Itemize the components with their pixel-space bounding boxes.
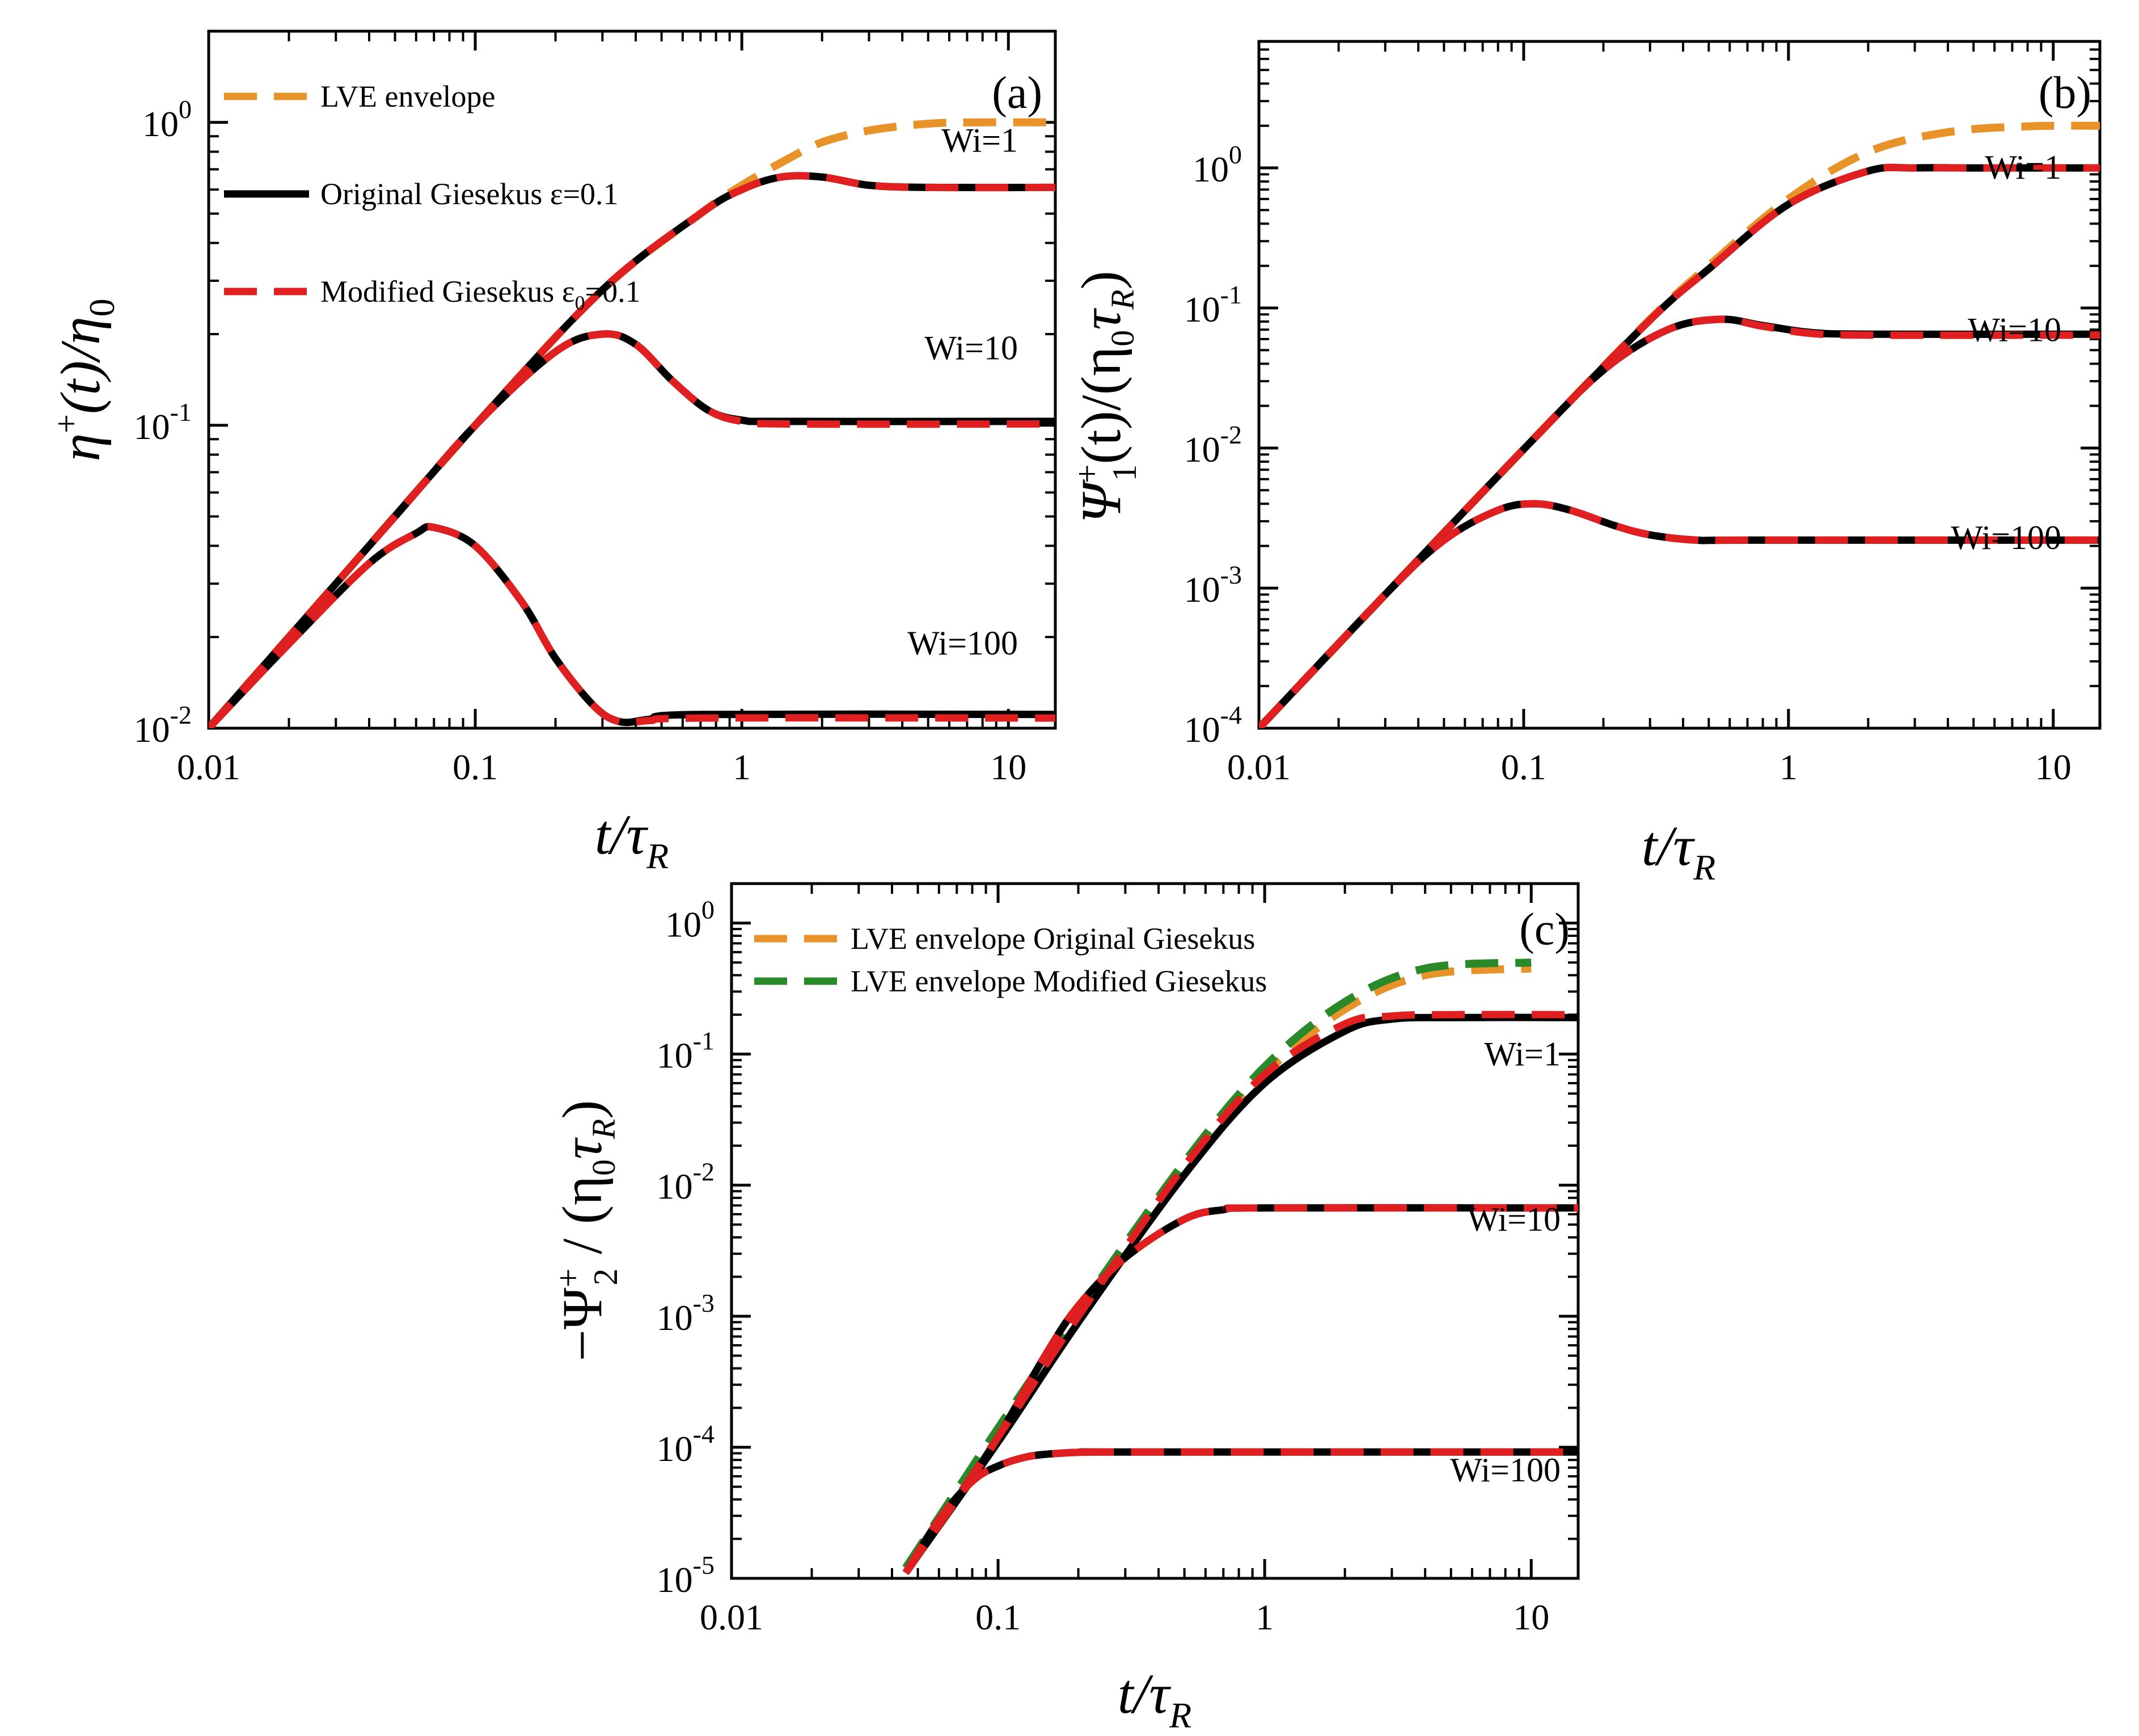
series-line-modified-giesekus-0-0-1-wi-10 — [902, 1204, 1578, 1576]
series-group-c — [902, 958, 1578, 1576]
curve-annotation: Wi=10 — [924, 330, 1018, 367]
curve-annotation: Wi=100 — [907, 624, 1018, 662]
x-tick-label: 0.01 — [700, 1597, 763, 1637]
series-line-modified-giesekus-0-0-1-wi-10 — [209, 330, 1055, 728]
legend-label: LVE envelope — [320, 79, 495, 113]
panel-a: 0.01 0.1 1 10 10-2 10-1 100 Wi=1 Wi=10 Wi=100 LV… — [48, 29, 1057, 876]
y-axis-title-c: −Ψ+2 / (η0τR) — [549, 1100, 624, 1362]
curve-annotation: Wi=1 — [1484, 1036, 1561, 1073]
y-tick-label: 10-2 — [1184, 420, 1242, 470]
y-tick-label: 10-1 — [134, 398, 192, 447]
x-tick-label: 0.1 — [453, 747, 498, 787]
curve-annotation: Wi=1 — [1985, 149, 2061, 186]
plot-frame-a — [207, 29, 1057, 730]
legend-label: Modified Giesekus ε0=0.1 — [320, 274, 641, 314]
legend-label: LVE envelope Original Giesekus — [851, 922, 1255, 956]
x-tick-label: 1 — [1255, 1597, 1274, 1637]
legend-label: LVE envelope Modified Giesekus — [851, 964, 1267, 998]
series-line-modified-giesekus-0-0-1-wi-100 — [209, 523, 1055, 728]
y-tick-label: 10-2 — [657, 1158, 715, 1207]
series-group-b — [1259, 121, 2100, 728]
x-tick-label: 10 — [2035, 747, 2072, 787]
series-line-modified-giesekus-0-0-1-wi-100 — [1259, 500, 2100, 728]
x-tick-label: 1 — [1779, 747, 1798, 787]
panel-label-b: (b) — [2039, 68, 2091, 118]
x-tick-label: 10 — [1513, 1597, 1549, 1637]
y-tick-label: 10-1 — [1184, 280, 1242, 330]
legend-c: LVE envelope Original Giesekus LVE envelo… — [754, 922, 1267, 998]
x-tick-label: 0.01 — [1227, 747, 1291, 787]
annotations-c: Wi=1 Wi=10 Wi=100 — [1450, 1036, 1561, 1489]
y-tick-label: 100 — [1193, 140, 1242, 189]
plot-frame-b — [1257, 40, 2102, 730]
axes-ticks-b: 0.01 0.1 1 10 10-4 10-3 10-2 10-1 100 — [1184, 41, 2100, 787]
panel-label-c: (c) — [1519, 905, 1570, 954]
x-tick-label: 0.1 — [975, 1597, 1021, 1637]
y-tick-label: 10-5 — [657, 1551, 715, 1600]
y-tick-label: 10-3 — [657, 1289, 715, 1338]
series-group-a — [209, 118, 1055, 728]
y-tick-label: 10-4 — [657, 1420, 715, 1469]
plot-frame-c — [730, 882, 1580, 1580]
x-tick-label: 0.01 — [177, 747, 240, 787]
x-axis-title-c: t/τR — [1118, 1662, 1191, 1735]
y-tick-label: 10-4 — [1184, 700, 1242, 750]
x-axis-title-b: t/τR — [1642, 814, 1715, 888]
y-tick-label: 10-2 — [134, 700, 192, 750]
curve-annotation: Wi=100 — [1450, 1451, 1561, 1489]
panel-label-a: (a) — [992, 68, 1042, 118]
x-tick-label: 1 — [733, 747, 751, 787]
x-axis-title-a: t/τR — [595, 803, 669, 876]
y-tick-label: 100 — [665, 896, 715, 945]
curve-annotation: Wi=100 — [1951, 519, 2061, 556]
legend-label: Original Giesekus ε=0.1 — [320, 177, 619, 211]
curve-annotation: Wi=10 — [1467, 1201, 1561, 1238]
y-axis-title-b: Ψ+1(t)/(η0τR) — [1068, 271, 1143, 523]
y-tick-label: 10-1 — [657, 1027, 715, 1076]
x-tick-label: 0.1 — [1501, 747, 1546, 787]
y-tick-label: 10-3 — [1184, 560, 1242, 610]
annotations-a: Wi=1 Wi=10 Wi=100 — [907, 122, 1018, 662]
series-line-modified-giesekus-0-0-1-wi-1 — [209, 172, 1055, 728]
curve-annotation: Wi=10 — [1968, 311, 2061, 348]
x-tick-label: 10 — [990, 747, 1026, 787]
y-tick-label: 100 — [142, 95, 192, 144]
annotations-b: Wi=1 Wi=10 Wi=100 — [1951, 149, 2061, 556]
legend-a: LVE envelope Original Giesekus ε=0.1 Modif… — [224, 79, 641, 314]
y-axis-title-a: η+(t)/η0 — [48, 298, 122, 461]
series-line-modified-giesekus-0-0-1-wi-100 — [902, 1448, 1578, 1575]
curve-annotation: Wi=1 — [941, 122, 1018, 159]
axes-ticks-c: 0.01 0.1 1 10 10-5 10-4 10-3 10-2 10-1 100 — [657, 884, 1578, 1637]
